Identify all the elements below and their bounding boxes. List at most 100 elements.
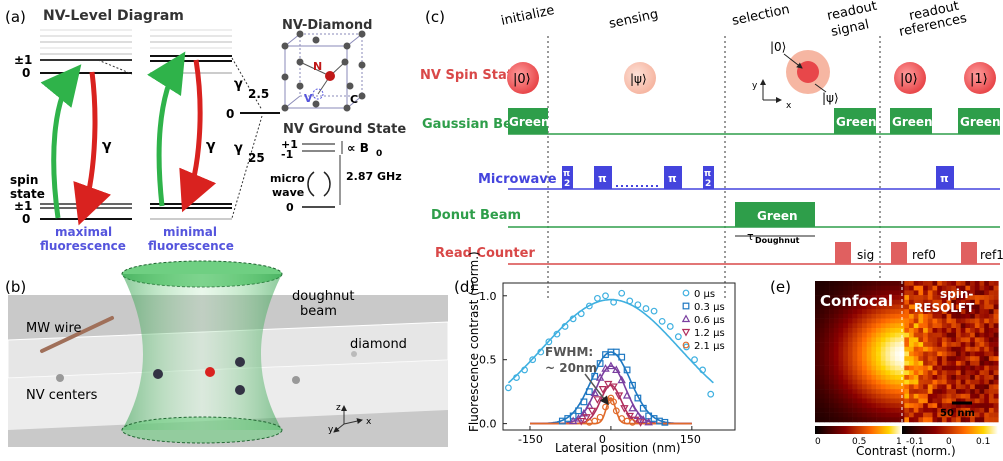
heat-cell	[932, 342, 938, 348]
point-s2-14	[644, 417, 653, 426]
heat-cell	[885, 412, 891, 418]
mw-wire	[40, 316, 114, 353]
point-s2-6	[601, 364, 610, 372]
point-s3-5	[603, 380, 613, 389]
heat-cell	[904, 318, 910, 324]
heat-cell	[927, 379, 933, 385]
heat-cell	[927, 370, 933, 376]
heat-cell	[862, 290, 867, 296]
heat-cell	[988, 346, 994, 352]
heat-cell	[829, 384, 835, 390]
heat-cell	[857, 295, 863, 301]
heat-cell	[937, 393, 943, 399]
heat-cell	[923, 360, 929, 366]
heat-cell	[932, 393, 938, 399]
heat-cell	[824, 356, 830, 362]
heat-cell	[876, 384, 882, 390]
y-tick-label-0: 0.0	[479, 418, 497, 431]
heat-cell	[894, 328, 900, 333]
heat-cell	[843, 379, 849, 385]
heat-cell	[988, 393, 994, 399]
gaussian-pulse-init-label: Green	[509, 115, 550, 129]
heat-cell	[871, 304, 877, 310]
heat-cell	[824, 370, 830, 376]
vacancy	[312, 88, 324, 100]
mw-wire-label: MW wire	[26, 321, 82, 336]
heat-cell	[993, 290, 999, 296]
heat-cell	[965, 351, 971, 357]
minimal-label: minimal	[163, 225, 217, 239]
heat-cell	[951, 384, 957, 390]
heat-cell	[956, 407, 961, 413]
heat-cell	[974, 328, 980, 333]
heat-cell	[988, 351, 994, 357]
heat-cell	[993, 318, 999, 324]
heat-cell	[946, 337, 952, 343]
heat-cell	[833, 398, 839, 404]
heat-cell	[857, 299, 863, 305]
heat-cell	[904, 313, 910, 319]
heat-cell	[833, 290, 839, 296]
heat-cell	[970, 389, 976, 395]
mw-pi2-2	[703, 166, 714, 189]
heat-cell	[923, 328, 929, 333]
heat-cell	[951, 403, 957, 409]
heat-cell	[941, 299, 947, 305]
heat-cell	[970, 398, 976, 404]
fit-curve-1	[530, 351, 692, 425]
heat-cell	[815, 318, 820, 324]
heat-cell	[824, 309, 830, 315]
heat-cell	[815, 281, 820, 286]
heat-cell	[871, 375, 877, 380]
heat-cell	[993, 332, 999, 338]
heat-cell	[988, 365, 994, 371]
colorbar-spin	[902, 426, 998, 434]
metastable-zero: 0	[226, 107, 234, 121]
heat-cell	[894, 389, 900, 395]
heat-cell	[866, 384, 872, 390]
heat-cell	[838, 407, 844, 413]
colorbar-confocal	[815, 426, 902, 434]
heat-cell	[815, 407, 820, 413]
ket0-selection: |0⟩	[770, 40, 786, 54]
heat-cell	[890, 295, 896, 301]
data-points	[504, 289, 715, 427]
heat-cell	[838, 370, 844, 376]
heat-cell	[993, 304, 999, 310]
heat-cell	[880, 318, 886, 324]
heat-cell	[894, 318, 900, 324]
row-label-spin: NV Spin State	[420, 68, 522, 83]
heat-cell	[918, 337, 924, 343]
heat-cell	[951, 365, 957, 371]
point-s4-8	[618, 415, 626, 422]
heat-cell	[946, 412, 952, 418]
heat-cell	[923, 313, 929, 319]
heat-cell	[960, 299, 966, 305]
heat-cell	[974, 403, 980, 409]
heat-cell	[876, 313, 882, 319]
heat-cell	[904, 290, 910, 296]
heat-cell	[885, 304, 891, 310]
heat-cell	[979, 417, 985, 423]
heat-cell	[951, 328, 957, 333]
heat-cell	[960, 389, 966, 395]
heat-cell	[824, 346, 830, 352]
heat-cell	[904, 356, 910, 362]
nitrogen-atom	[325, 71, 335, 81]
heat-cell	[974, 346, 980, 352]
heat-cell	[913, 318, 919, 324]
heat-cell	[984, 328, 990, 333]
heat-cell	[965, 295, 971, 301]
heat-cell	[909, 393, 914, 399]
point-s2-4	[590, 388, 599, 397]
heat-cell	[946, 295, 952, 301]
heat-cell	[960, 356, 966, 362]
heat-cell	[946, 299, 952, 305]
heat-cell	[838, 309, 844, 315]
heat-cell	[904, 389, 910, 395]
heat-cell	[970, 384, 976, 390]
heat-cell	[927, 318, 933, 324]
heat-cell	[880, 384, 886, 390]
heat-cell	[833, 346, 839, 352]
heat-cell	[847, 290, 853, 296]
